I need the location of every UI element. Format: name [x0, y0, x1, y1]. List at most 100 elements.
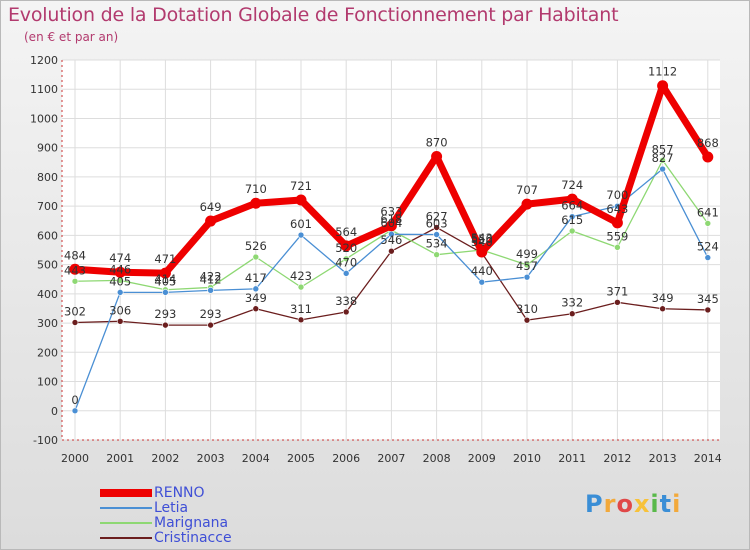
data-point-marignana	[342, 255, 350, 263]
data-label-cristinacce: 627	[426, 209, 448, 223]
data-label-letia: 664	[561, 199, 583, 213]
x-tick-label: 2003	[197, 452, 225, 465]
data-label-renno: 870	[426, 135, 448, 149]
data-point-letia	[162, 289, 169, 296]
data-point-marignana	[252, 253, 260, 261]
data-point-marignana	[568, 227, 576, 235]
legend: RENNO Letia Marignana Cristinacce	[100, 485, 300, 546]
logo-letter: i	[650, 490, 660, 518]
x-tick-label: 2000	[61, 452, 89, 465]
data-label-marignana: 520	[335, 241, 357, 255]
data-point-cristinacce	[297, 316, 305, 324]
data-label-cristinacce: 349	[652, 291, 674, 305]
y-tick-label: -100	[33, 434, 58, 447]
data-label-letia: 405	[109, 274, 131, 288]
data-label-letia: 457	[516, 259, 538, 273]
y-tick-label: 600	[37, 229, 58, 242]
legend-item-renno: RENNO	[100, 485, 300, 501]
y-tick-label: 0	[51, 405, 58, 418]
data-label-cristinacce: 338	[335, 294, 357, 308]
data-point-cristinacce	[433, 224, 440, 231]
data-label-marignana: 422	[200, 269, 222, 283]
data-point-renno	[250, 197, 262, 209]
data-label-marignana: 615	[561, 213, 583, 227]
data-label-marignana: 446	[109, 262, 131, 276]
data-label-cristinacce: 345	[697, 292, 719, 306]
data-label-cristinacce: 371	[606, 284, 628, 298]
data-point-letia	[568, 213, 576, 220]
data-point-renno	[159, 267, 171, 279]
data-point-renno	[521, 198, 533, 210]
data-label-letia: 440	[471, 264, 493, 278]
data-point-letia	[659, 165, 666, 173]
data-label-letia: 405	[154, 274, 176, 288]
data-point-renno	[295, 194, 307, 206]
logo-letter: x	[633, 490, 651, 518]
data-point-marignana	[523, 261, 531, 269]
data-point-cristinacce	[342, 308, 350, 316]
legend-label-cristinacce: Cristinacce	[154, 530, 232, 546]
data-point-cristinacce	[71, 319, 79, 326]
data-point-renno	[702, 151, 714, 163]
data-label-renno: 471	[154, 252, 176, 266]
data-point-cristinacce	[659, 305, 666, 313]
data-point-letia	[342, 270, 350, 277]
data-point-cristinacce	[388, 247, 395, 255]
x-tick-label: 2010	[513, 452, 541, 465]
chart-subtitle: (en € et par an)	[24, 30, 119, 44]
data-point-letia	[207, 287, 214, 294]
data-point-renno	[69, 263, 81, 275]
x-tick-label: 2013	[649, 452, 677, 465]
data-label-cristinacce: 293	[154, 307, 176, 321]
y-tick-label: 900	[37, 142, 58, 155]
data-label-cristinacce: 546	[380, 233, 402, 247]
data-label-renno: 868	[697, 136, 719, 150]
data-label-letia: 827	[652, 151, 674, 165]
data-label-renno: 484	[64, 248, 86, 262]
x-tick-label: 2004	[242, 452, 270, 465]
data-label-marignana: 414	[154, 272, 176, 286]
legend-label-renno: RENNO	[154, 485, 205, 501]
logo-letter: o	[616, 490, 634, 518]
data-point-marignana	[433, 251, 440, 258]
legend-swatch-renno	[100, 489, 152, 497]
data-label-renno: 721	[290, 179, 312, 193]
logo-letter: r	[603, 490, 617, 518]
data-label-renno: 633	[380, 205, 402, 219]
data-point-marignana	[659, 156, 666, 164]
x-tick-label: 2007	[377, 452, 405, 465]
data-point-cristinacce	[207, 321, 214, 329]
data-label-letia: 0	[71, 393, 78, 407]
y-tick-label: 1200	[30, 54, 58, 67]
data-point-renno	[385, 220, 397, 232]
data-label-cristinacce: 311	[290, 302, 312, 316]
data-label-marignana: 534	[426, 237, 448, 251]
data-point-letia	[71, 407, 79, 415]
data-label-marignana: 550	[471, 232, 493, 246]
legend-swatch-marignana	[100, 522, 152, 524]
y-tick-label: 1000	[30, 112, 58, 125]
legend-swatch-letia	[100, 507, 152, 509]
legend-label-letia: Letia	[154, 500, 189, 516]
data-point-cristinacce	[523, 316, 531, 324]
data-point-cristinacce	[116, 318, 124, 325]
data-label-renno: 643	[606, 202, 628, 216]
data-point-renno	[566, 193, 578, 205]
chart-title: Evolution de la Dotation Globale de Fonc…	[8, 4, 619, 26]
y-tick-label: 500	[37, 259, 58, 272]
x-tick-label: 2011	[558, 452, 586, 465]
x-tick-label: 2002	[151, 452, 179, 465]
x-tick-label: 2012	[603, 452, 631, 465]
data-label-marignana: 423	[290, 269, 312, 283]
legend-item-marignana: Marignana	[100, 515, 300, 531]
data-label-renno: 724	[561, 178, 583, 192]
data-label-marignana: 618	[380, 212, 402, 226]
data-label-renno: 649	[200, 200, 222, 214]
y-tick-label: 700	[37, 200, 58, 213]
data-point-cristinacce	[614, 299, 621, 306]
y-tick-label: 400	[37, 288, 58, 301]
data-point-letia	[523, 273, 531, 281]
data-point-letia	[297, 231, 305, 239]
data-label-cristinacce: 293	[200, 307, 222, 321]
